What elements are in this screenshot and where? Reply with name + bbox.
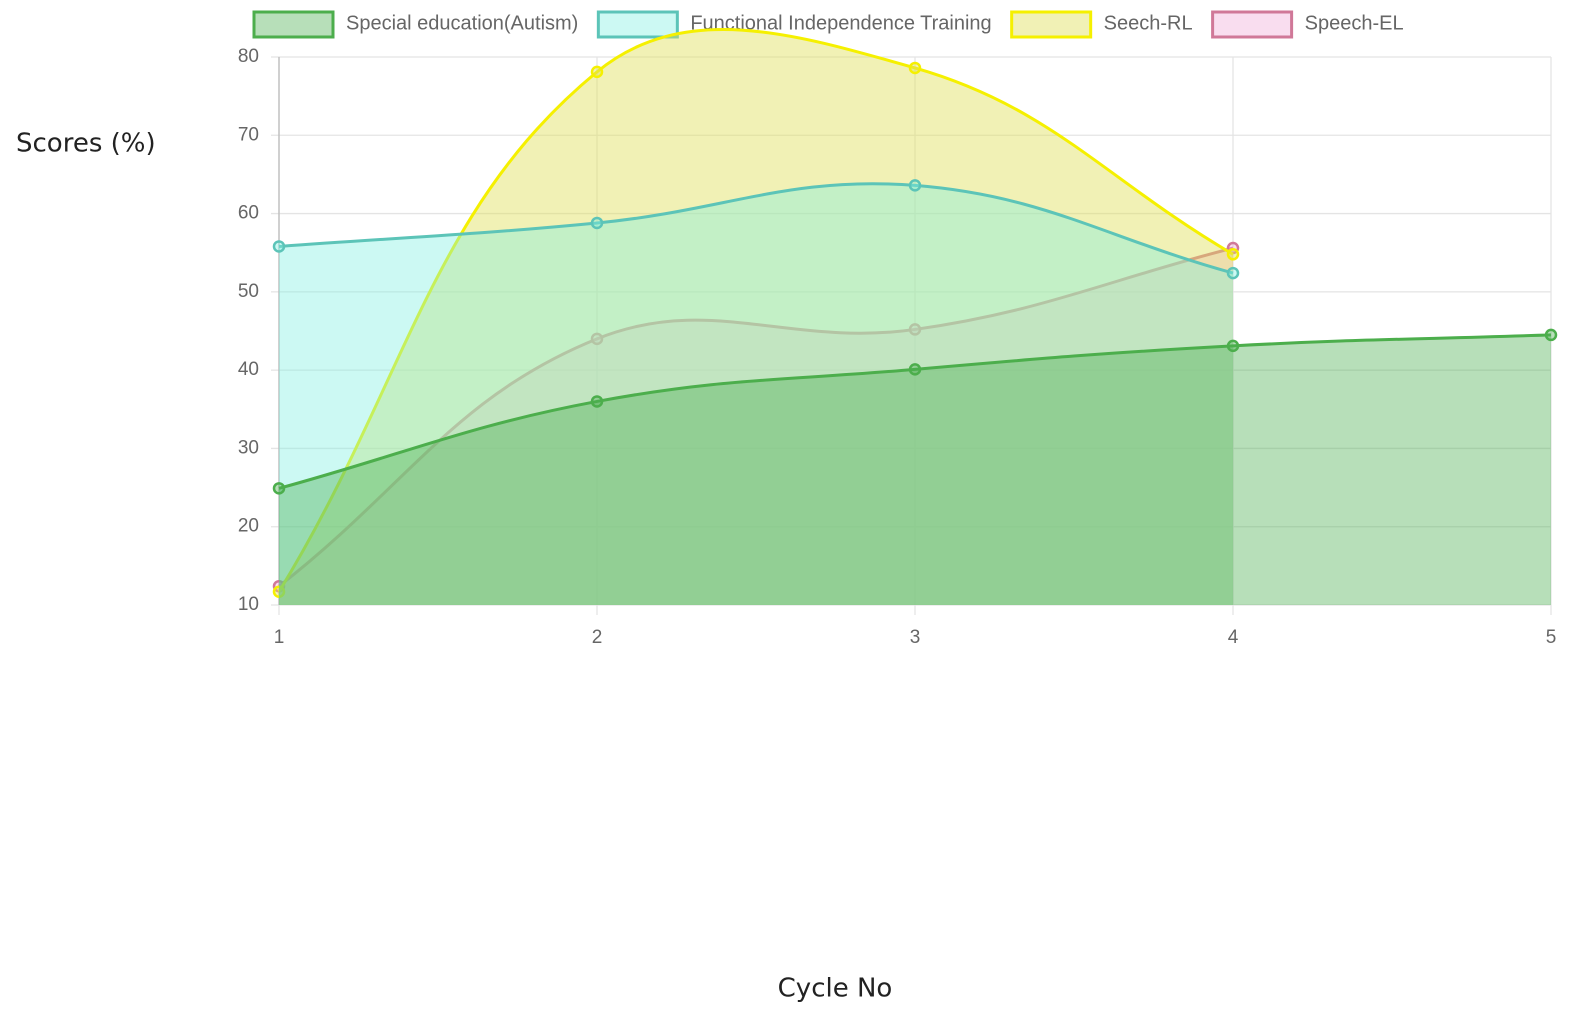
x-tick-label: 5 [1546,627,1557,648]
point [1544,328,1558,342]
x-tick-label: 4 [1228,627,1239,648]
point [1226,266,1240,280]
y-axis-label: Scores (%) [16,129,156,159]
point [590,332,604,346]
line [278,333,1552,490]
y-tick-label: 10 [238,594,259,615]
point [272,482,286,495]
legend-swatch [1211,10,1294,39]
x-tick-label: 3 [910,627,921,648]
point [272,240,286,253]
y-tick-label: 30 [238,437,259,458]
y-tick-label: 20 [238,516,259,537]
y-tick-label: 70 [238,124,259,145]
point [1226,339,1240,353]
area [279,29,1233,605]
y-tick-label: 60 [238,203,259,224]
y-tick-label: 50 [238,281,259,302]
legend-label: Functional Independence Training [690,12,991,34]
area [279,248,1233,605]
point [590,65,604,79]
point [908,179,922,192]
legend-swatch [1010,10,1093,39]
line [278,246,1234,588]
legend-swatch [252,10,335,39]
legend-label: Seech-RL [1104,12,1193,34]
legend-label: Special education(Autism) [346,12,578,34]
line [277,28,1234,593]
x-axis-label: Cycle No [778,974,893,1004]
line [278,182,1234,275]
point [908,61,922,75]
area [279,183,1233,606]
point [272,585,286,598]
legend-swatch [596,10,679,39]
point [908,363,922,376]
x-tick-label: 1 [274,627,285,648]
point [590,216,604,230]
x-tick-label: 2 [592,627,603,648]
y-tick-label: 80 [238,46,259,67]
legend-label: Speech-EL [1305,12,1404,34]
point [1226,248,1240,261]
point [590,395,604,408]
y-tick-label: 40 [238,359,259,380]
point [908,323,922,336]
